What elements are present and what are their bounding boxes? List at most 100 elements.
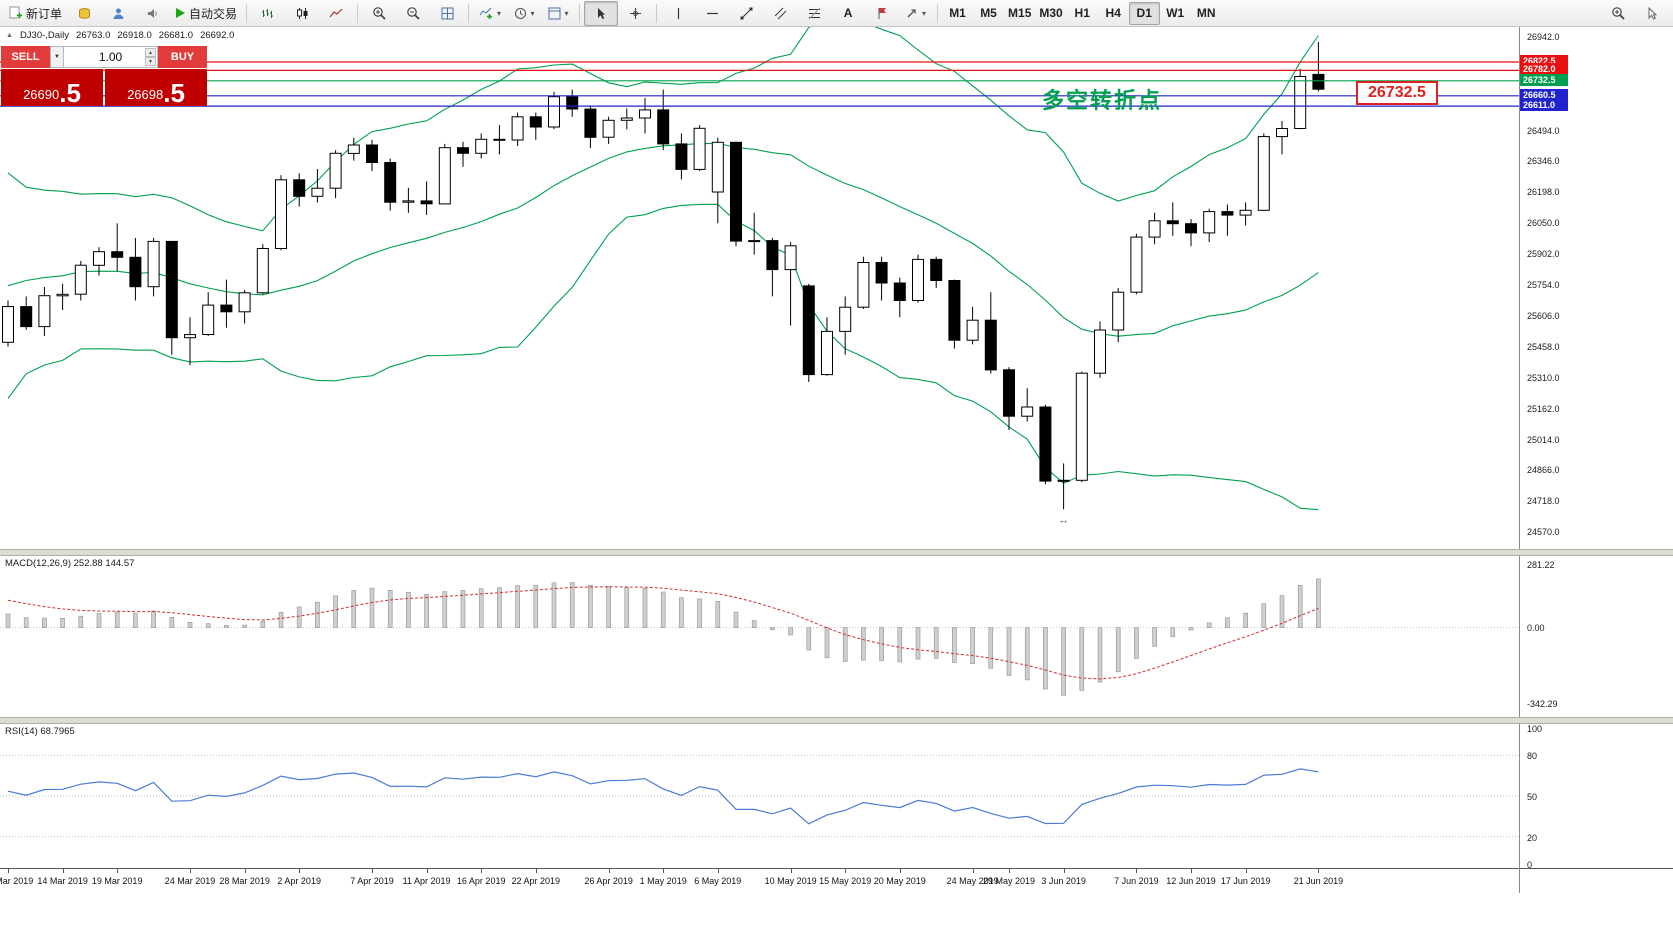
rsi-axis-label: 50 bbox=[1527, 792, 1538, 802]
macd-indicator-chart[interactable] bbox=[0, 556, 1520, 717]
templates-button[interactable]: ▾ bbox=[541, 1, 575, 26]
timeframe-mn-button[interactable]: MN bbox=[1191, 2, 1222, 25]
crosshair-button[interactable] bbox=[618, 1, 652, 26]
buy-button[interactable]: BUY bbox=[158, 46, 207, 68]
timeframe-m15-button[interactable]: M15 bbox=[1004, 2, 1035, 25]
trendline-button[interactable] bbox=[729, 1, 763, 26]
price-axis-label: 24866.0 bbox=[1527, 465, 1560, 476]
candle bbox=[930, 256, 943, 288]
macd-histogram-bar bbox=[569, 582, 575, 628]
tile-windows-button[interactable] bbox=[430, 1, 464, 26]
collapse-one-click-icon[interactable]: ▲ bbox=[6, 32, 13, 39]
cursor-button[interactable] bbox=[584, 0, 619, 26]
sell-price-display[interactable]: 26690.5 bbox=[1, 69, 103, 106]
macd-histogram-bar bbox=[1297, 585, 1303, 628]
macd-histogram-bar bbox=[406, 591, 411, 628]
macd-histogram-bar bbox=[788, 627, 793, 636]
vertical-line-button[interactable] bbox=[661, 1, 695, 26]
candle bbox=[620, 108, 633, 130]
hline-icon bbox=[706, 8, 719, 19]
toolbar-separator bbox=[246, 3, 248, 23]
shapes-button[interactable]: ▾ bbox=[899, 1, 933, 26]
macd-histogram-bar bbox=[1279, 595, 1285, 628]
order-settings-dropdown[interactable]: ▼ bbox=[50, 46, 64, 68]
timeframe-m5-button[interactable]: M5 bbox=[973, 2, 1004, 25]
sell-price-pip: .5 bbox=[59, 77, 81, 108]
candle bbox=[129, 237, 142, 301]
vline-icon bbox=[673, 7, 684, 20]
text-button[interactable]: A bbox=[831, 1, 865, 26]
rsi-indicator-chart[interactable] bbox=[0, 724, 1520, 868]
autotrading-button[interactable]: 自动交易 bbox=[169, 1, 242, 26]
main-price-chart[interactable]: ↔ bbox=[0, 27, 1520, 549]
channel-button[interactable] bbox=[763, 1, 797, 26]
community-button[interactable] bbox=[101, 1, 135, 26]
price-axis[interactable]: 26942.0 26494.0 26346.0 26198.0 26050.0 25902… bbox=[1520, 27, 1673, 893]
price-axis-label: 26346.0 bbox=[1527, 156, 1560, 167]
periods-button[interactable]: ▾ bbox=[507, 1, 541, 26]
time-axis-label: 28 Mar 2019 bbox=[219, 876, 270, 886]
buy-price-display[interactable]: 26698.5 bbox=[105, 69, 207, 106]
turning-point-annotation: 多空转折点 bbox=[1042, 88, 1163, 113]
line-chart-icon bbox=[329, 7, 343, 20]
spin-down-icon[interactable]: ▼ bbox=[145, 57, 156, 66]
close-value: 26692.0 bbox=[200, 30, 235, 41]
volume-input[interactable]: 1.00 ▲ ▼ bbox=[64, 46, 158, 68]
new-order-button[interactable]: 新订单 bbox=[4, 1, 67, 26]
macd-histogram-bar bbox=[515, 585, 520, 628]
arrow-label-button[interactable] bbox=[865, 1, 899, 26]
magnifier-button[interactable] bbox=[1601, 1, 1635, 26]
time-axis-tick bbox=[62, 869, 64, 873]
panel-splitter[interactable] bbox=[0, 549, 1673, 556]
timeframe-h4-button[interactable]: H4 bbox=[1098, 2, 1129, 25]
volume-stepper[interactable]: ▲ ▼ bbox=[145, 48, 156, 66]
macd-histogram-bar bbox=[660, 591, 666, 628]
trendline-icon bbox=[740, 7, 753, 20]
zoom-in-button[interactable] bbox=[362, 1, 396, 26]
speaker-icon bbox=[146, 7, 159, 20]
macd-histogram-bar bbox=[733, 611, 739, 628]
fibonacci-button[interactable] bbox=[797, 1, 831, 26]
macd-histogram-bar bbox=[333, 595, 338, 628]
macd-histogram-bar bbox=[1043, 627, 1048, 690]
panel-splitter[interactable] bbox=[0, 717, 1673, 724]
macd-signal-line bbox=[7, 586, 1319, 680]
flag-icon bbox=[877, 7, 888, 20]
timeframe-w1-button[interactable]: W1 bbox=[1160, 2, 1191, 25]
chevron-down-icon: ▾ bbox=[497, 8, 502, 18]
timeframe-d1-button[interactable]: D1 bbox=[1128, 1, 1160, 25]
template-icon bbox=[548, 7, 561, 20]
time-axis-tick bbox=[1136, 869, 1138, 873]
spin-up-icon[interactable]: ▲ bbox=[145, 48, 156, 57]
bars-chart-button[interactable] bbox=[251, 1, 285, 26]
timeframe-h1-button[interactable]: H1 bbox=[1067, 2, 1098, 25]
pan-button[interactable] bbox=[1635, 1, 1669, 26]
toolbar-separator bbox=[357, 3, 359, 23]
bollinger-lower-band bbox=[7, 203, 1319, 511]
sell-button[interactable]: SELL bbox=[1, 46, 50, 68]
candle bbox=[329, 150, 342, 199]
horizontal-line-button[interactable] bbox=[695, 1, 729, 26]
candle bbox=[839, 296, 852, 355]
deposit-button[interactable] bbox=[67, 1, 101, 26]
sounds-button[interactable] bbox=[135, 1, 169, 26]
timeframe-w1-button-label: W1 bbox=[1166, 6, 1185, 20]
autotrading-button-label: 自动交易 bbox=[189, 6, 238, 21]
macd-histogram-bar bbox=[642, 587, 648, 628]
line-chart-button[interactable] bbox=[319, 1, 353, 26]
indicators-button[interactable]: ▾ bbox=[473, 1, 507, 26]
bollinger-upper-band bbox=[7, 27, 1319, 232]
macd-histogram-bar bbox=[442, 591, 448, 628]
price-line-tag: 26611.0 bbox=[1520, 99, 1568, 112]
timeframe-m30-button[interactable]: M30 bbox=[1035, 2, 1066, 25]
price-axis-label: 26494.0 bbox=[1527, 125, 1560, 136]
candle bbox=[93, 247, 105, 276]
time-axis-label: 3 Jun 2019 bbox=[1041, 876, 1086, 886]
candle bbox=[293, 173, 306, 207]
candle bbox=[912, 254, 924, 303]
candle bbox=[256, 244, 269, 295]
candlestick-chart-button[interactable] bbox=[285, 1, 319, 26]
zoom-out-button[interactable] bbox=[396, 1, 430, 26]
timeframe-m1-button[interactable]: M1 bbox=[942, 2, 973, 25]
